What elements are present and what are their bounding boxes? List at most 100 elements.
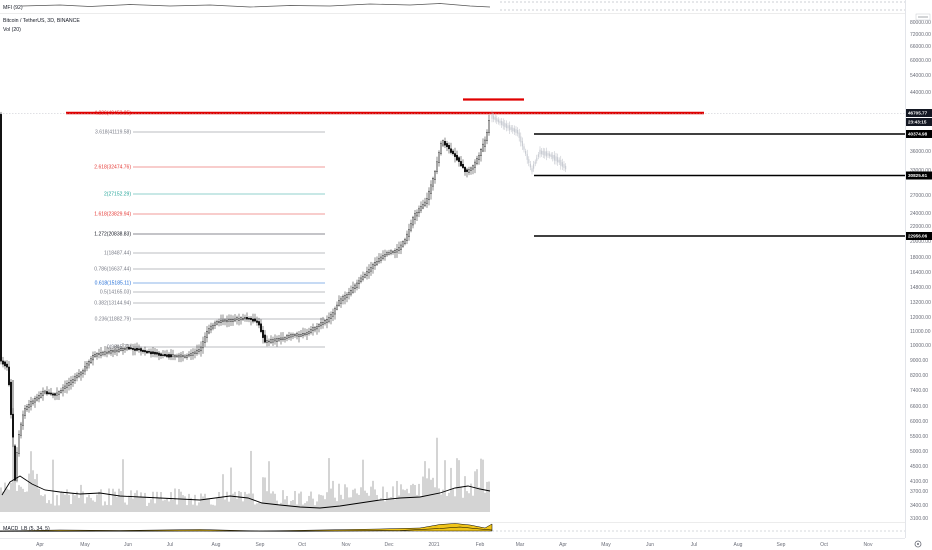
volume-bar [30,451,32,512]
volume-bar [74,495,76,512]
volume-bar [308,495,310,512]
projection-body [550,154,552,157]
candle-body [264,334,266,343]
candle-body [334,308,336,315]
volume-bar [210,504,212,512]
fib-level[interactable]: 3.618(41119.58) [95,130,325,136]
volume-bar [16,490,18,512]
volume-bar [134,492,136,512]
price-axis[interactable]: 80000.00 72000.00 66000.00 60000.00 54000.00… [905,0,932,538]
projection-body [496,118,498,122]
candle-body [478,155,480,160]
volume-bar [126,504,128,512]
candle-body [468,169,470,173]
fib-level[interactable]: 0.236(11882.79) [95,317,325,323]
candle-body [268,340,270,343]
volume-bar [340,494,342,512]
candle-body [306,332,308,335]
candle-body [212,324,214,329]
fib-level[interactable]: 1.272(20838.83) [94,232,325,238]
fib-level[interactable]: 0.618(15185.11) [95,281,325,287]
fib-level[interactable]: 0.786(16637.44) [94,267,325,273]
gear-icon[interactable] [914,540,922,548]
volume-bar [252,493,254,512]
mfi-pane: MFI (92) [0,1,905,14]
svg-text:0.786(16637.44): 0.786(16637.44) [94,267,131,273]
time-axis[interactable]: Apr May Jun Jul Aug Sep Oct Nov Dec 2021 Feb Mar Apr… [0,538,905,549]
volume-bar [26,491,28,512]
projection-body [542,150,544,156]
volume-bar [262,477,264,512]
volume-bar [82,491,84,512]
volume-bar [248,493,250,512]
candle-body [238,318,240,321]
volume-bar [46,503,48,512]
fib-level[interactable]: 0.5(14165.03) [100,290,325,296]
candle-body [448,145,450,150]
volume-bar [156,491,158,512]
candle-body [336,304,338,310]
volume-bar [296,504,298,512]
volume-bar [140,492,142,512]
candle-body [32,400,34,404]
candle-body [220,320,222,324]
candle-body [10,381,12,415]
candle-body [172,354,174,357]
volume-bar [480,458,482,512]
projection-body [525,151,527,154]
projection-body [520,136,522,143]
volume-bar [444,460,446,512]
volume-bar [20,486,22,512]
volume-bar [412,483,414,512]
candle-body [2,360,4,365]
volume-bar [338,483,340,512]
volume-bar [266,491,268,512]
candle-body [256,320,258,323]
volume-bar [298,493,300,512]
candle-body [316,326,318,330]
svg-text:1.618(23829.94): 1.618(23829.94) [94,212,131,218]
candle-body [252,318,254,322]
candle-body [44,390,46,394]
fib-level[interactable]: 2.618(32474.76) [94,165,325,171]
candle-body [484,139,486,147]
candle-body [98,353,100,355]
candle-body [132,348,134,350]
candle-body [148,351,150,353]
volume-bar [100,489,102,512]
volume-bar [128,495,130,512]
volume-bar [434,487,436,512]
volume-bar [368,495,370,512]
volume-bar [462,497,464,512]
volume-bar [234,491,236,512]
candle-body [104,351,106,355]
candle-body [202,341,204,349]
volume-bar [390,497,392,512]
candle-body [382,255,384,259]
projection-body [558,159,560,163]
fib-level[interactable]: 1(18487.44) [104,251,325,257]
volume-bar [78,497,80,512]
fibonacci-extension[interactable]: 4.236(49453.25)3.618(41119.58)2.618(3247… [94,111,325,351]
projection-body [545,151,547,157]
time-tick-label: Aug [212,542,221,548]
candle-body [274,338,276,342]
mfi-label: MFI (92) [3,5,23,11]
menu-icon[interactable] [915,13,931,21]
volume-bar [6,488,8,512]
volume-bar [254,504,256,512]
volume-bar [60,491,62,512]
volume-bar [402,489,404,512]
price-badge: 23:43:15 [906,118,932,126]
candle-body [244,317,246,319]
fib-level[interactable]: 1.618(23829.94) [94,212,325,218]
svg-text:0.618(15185.11): 0.618(15185.11) [95,281,132,287]
fib-level[interactable]: 0.382(13144.94) [94,301,325,307]
fib-level[interactable]: 2(27152.29) [104,192,325,198]
projection-body [494,117,496,121]
volume-bar [76,491,78,512]
candle-body [112,350,114,353]
candle-body [216,321,218,325]
candle-body [60,390,62,393]
